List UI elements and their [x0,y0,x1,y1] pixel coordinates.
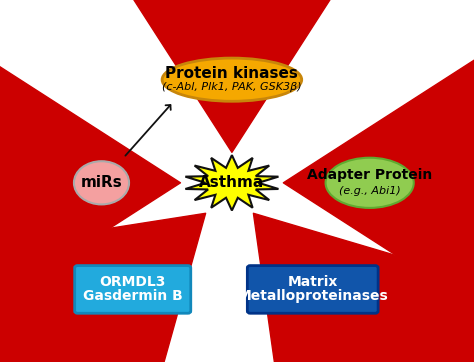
Text: Matrix: Matrix [288,275,338,290]
FancyBboxPatch shape [75,266,191,313]
Text: (e.g., Abi1): (e.g., Abi1) [339,186,401,196]
Text: Gasdermin B: Gasdermin B [83,289,182,303]
Polygon shape [185,155,278,210]
Text: Protein kinases: Protein kinases [165,66,298,81]
Text: ORMDL3: ORMDL3 [100,275,166,290]
Ellipse shape [74,161,129,205]
Text: (c-Abl, Plk1, PAK, GSK3β): (c-Abl, Plk1, PAK, GSK3β) [162,82,302,92]
Text: Adapter Protein: Adapter Protein [307,168,432,182]
Text: miRs: miRs [81,175,122,190]
Ellipse shape [326,158,414,208]
Text: Metalloproteinases: Metalloproteinases [237,289,388,303]
Ellipse shape [162,58,301,101]
FancyBboxPatch shape [247,266,378,313]
Text: Asthma: Asthma [199,175,264,190]
